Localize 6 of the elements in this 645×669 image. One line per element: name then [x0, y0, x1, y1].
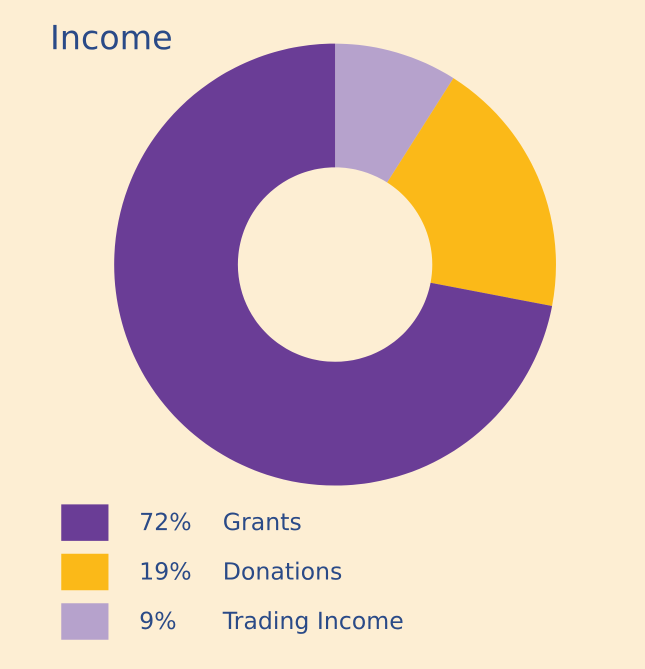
- donut-slice: [387, 78, 556, 306]
- donut-slice: [335, 44, 454, 183]
- legend-label: 72% Grants: [141, 512, 301, 530]
- chart-title: Income: [53, 24, 171, 50]
- legend-label: 9% Trading Income: [140, 611, 403, 634]
- legend-label: 19% Donations: [142, 562, 342, 580]
